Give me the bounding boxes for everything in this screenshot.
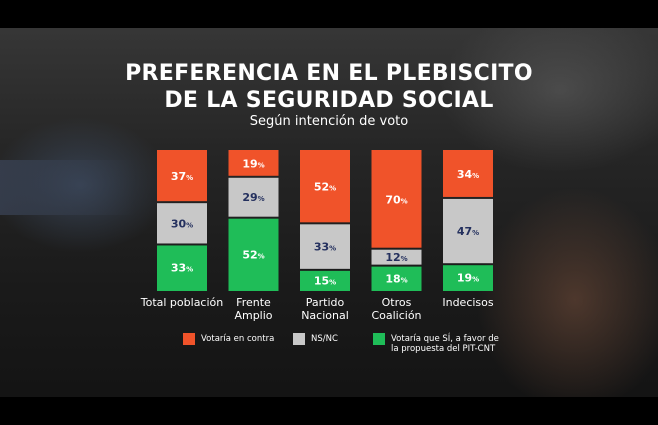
bar-segment-favor: [157, 245, 207, 291]
chart-title-line-2: DE LA SEGURIDAD SOCIAL: [164, 88, 494, 113]
legend-label: NS/NC: [311, 334, 338, 344]
bar-segment-nsnc: [443, 198, 493, 264]
value-label-nsnc: 47%: [457, 225, 479, 238]
bar-segment-favor: [371, 266, 422, 291]
value-label-nsnc: 33%: [314, 241, 336, 254]
letterbox-top: [0, 0, 658, 28]
bar-segment-contra: [300, 150, 350, 223]
value-label-favor: 33%: [171, 262, 193, 275]
bar-segment-favor: [228, 218, 279, 291]
value-label-contra: 19%: [242, 157, 264, 170]
value-label-favor: 15%: [314, 274, 336, 287]
bar-segment-nsnc: [371, 249, 422, 265]
legend-label: Votaría en contra: [201, 334, 274, 344]
bar-segment-favor: [443, 265, 493, 291]
legend-swatch: [373, 333, 385, 345]
value-label-contra: 52%: [314, 181, 336, 194]
value-label-contra: 34%: [457, 168, 479, 181]
bar-segment-contra: [228, 150, 279, 176]
category-label: Frente Amplio: [234, 296, 272, 322]
chart-subtitle: Según intención de voto: [249, 114, 409, 129]
bar-segment-nsnc: [157, 203, 207, 244]
value-label-contra: 37%: [171, 170, 193, 183]
chart-title: PREFERENCIA EN EL PLEBISCITO DE LA SEGUR…: [0, 60, 658, 114]
letterbox-bottom: [0, 397, 658, 425]
category-label: Total población: [140, 296, 224, 309]
bar-segment-contra: [443, 150, 493, 197]
value-label-nsnc: 29%: [242, 191, 264, 204]
chart-title-line-1: PREFERENCIA EN EL PLEBISCITO: [125, 61, 533, 86]
value-label-contra: 70%: [385, 193, 407, 206]
value-label-favor: 52%: [242, 248, 264, 261]
value-label-nsnc: 12%: [385, 251, 407, 264]
legend-label-line: NS/NC: [311, 334, 338, 344]
legend-label: Votaría que SÍ, a favor de la propuesta d…: [391, 334, 499, 354]
legend-label-line: la propuesta del PIT-CNT: [391, 344, 496, 354]
legend-swatch: [183, 333, 195, 345]
bar-segment-nsnc: [228, 177, 279, 217]
bar-segment-nsnc: [300, 224, 350, 269]
legend-swatch: [293, 333, 305, 345]
bar-segment-contra: [371, 150, 422, 248]
background-bus-detail: [0, 160, 135, 215]
bar-segment-favor: [300, 270, 350, 291]
category-label: Partido Nacional: [301, 296, 349, 322]
category-label: Indecisos: [442, 296, 494, 309]
value-label-nsnc: 30%: [171, 217, 193, 230]
bar-segment-contra: [157, 150, 207, 202]
category-label: Otros Coalición: [371, 296, 421, 322]
value-label-favor: 18%: [385, 272, 407, 285]
legend-label-line: Votaría que SÍ, a favor de: [391, 334, 499, 344]
legend-label-line: Votaría en contra: [201, 334, 275, 344]
value-label-favor: 19%: [457, 272, 479, 285]
